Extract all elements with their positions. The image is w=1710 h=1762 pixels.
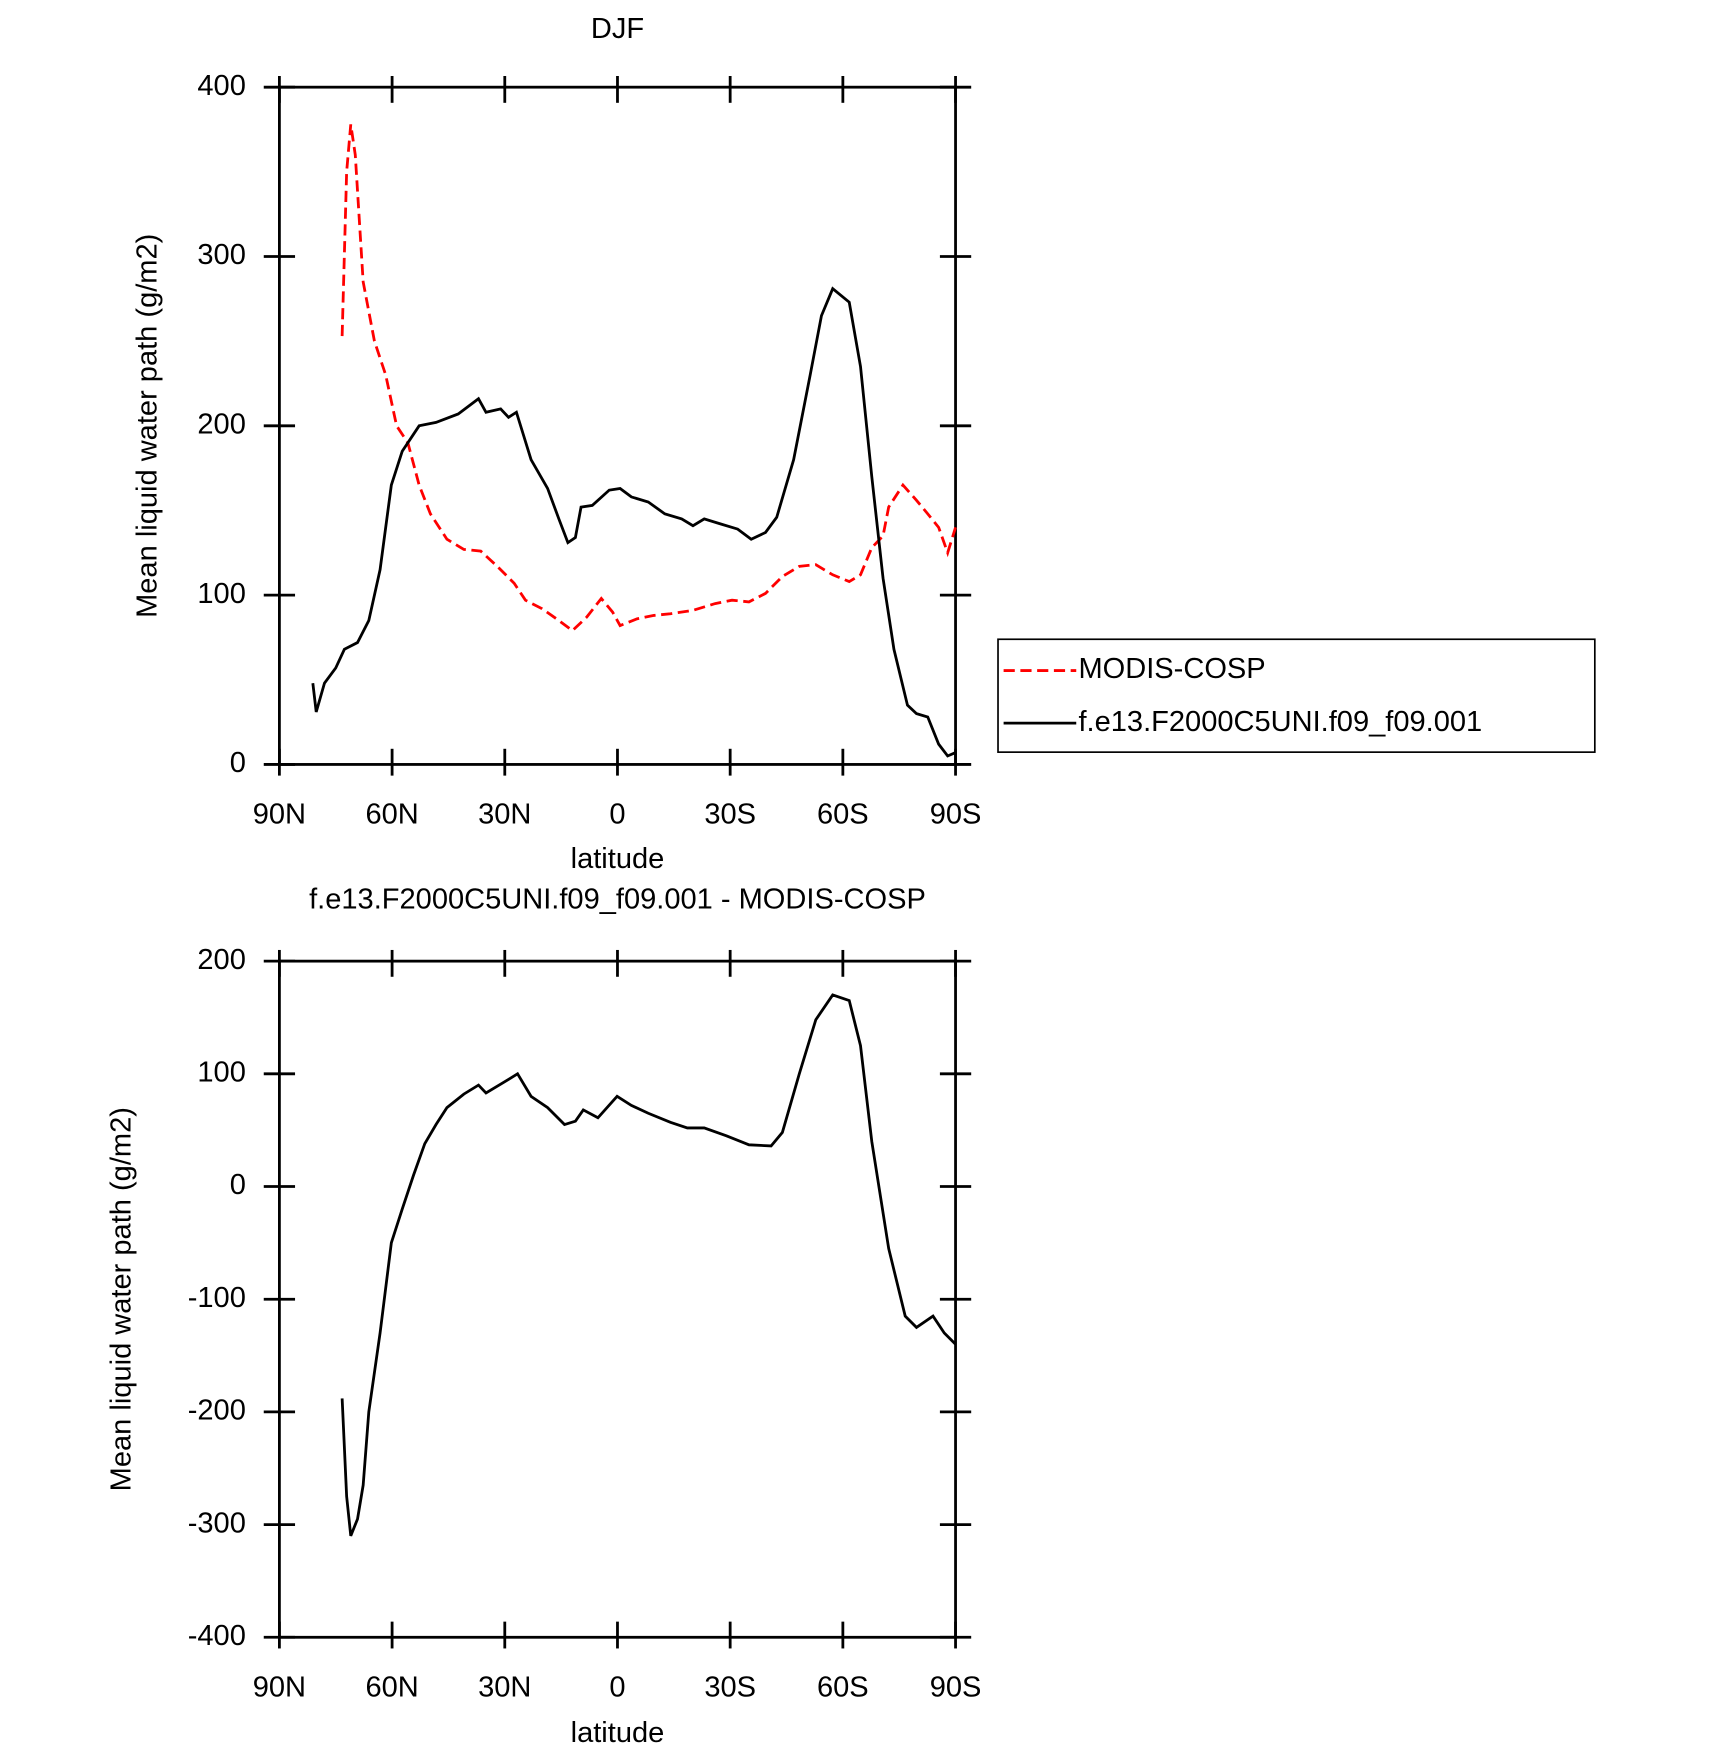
plot-frame (278, 959, 957, 1639)
x-tick-label: 60S (817, 799, 869, 831)
y-tick-label: 200 (197, 408, 245, 440)
y-axis-label: Mean liquid water path (g/m2) (106, 1107, 138, 1491)
y-tick-label: 300 (197, 239, 245, 271)
x-axis-label: latitude (571, 1717, 665, 1749)
x-tick-label: 90S (930, 1671, 982, 1703)
y-tick-label: -100 (188, 1282, 246, 1314)
x-tick-label: 60N (365, 799, 418, 831)
x-tick-label: 60N (365, 1671, 418, 1703)
x-tick-label: 0 (609, 1671, 625, 1703)
x-tick-label: 90N (253, 799, 306, 831)
data-line (340, 993, 957, 1537)
x-axis-label: latitude (571, 843, 665, 875)
y-tick-label: 0 (230, 1169, 246, 1201)
data-line (340, 124, 957, 633)
figure-content: DJF latitude Mean liquid water path (g/m2)… (106, 13, 1596, 1749)
y-tick-label: 400 (197, 70, 245, 102)
legend-box (997, 638, 1596, 753)
x-tick-label: 0 (609, 799, 625, 831)
y-axis-label: Mean liquid water path (g/m2) (131, 234, 163, 618)
chart-title: DJF (591, 13, 644, 45)
y-tick-label: -300 (188, 1507, 246, 1539)
y-tick-label: 0 (230, 747, 246, 779)
y-tick-label: 100 (197, 1056, 245, 1088)
x-tick-label: 60S (817, 1671, 869, 1703)
x-tick-label: 30N (478, 1671, 531, 1703)
x-tick-label: 90N (253, 1671, 306, 1703)
y-tick-label: -200 (188, 1395, 246, 1427)
x-tick-label: 30N (478, 799, 531, 831)
chart-title: f.e13.F2000C5UNI.f09_f09.001 - MODIS-COS… (309, 883, 926, 915)
y-tick-label: 200 (197, 944, 245, 976)
data-line (311, 286, 957, 758)
legend-label: f.e13.F2000C5UNI.f09_f09.001 (1078, 706, 1482, 738)
x-tick-label: 90S (930, 799, 982, 831)
y-tick-label: 100 (197, 578, 245, 610)
x-tick-label: 30S (704, 1671, 756, 1703)
legend-label: MODIS-COSP (1078, 653, 1265, 685)
plot-frame (278, 85, 957, 766)
y-tick-label: -400 (188, 1620, 246, 1652)
x-tick-label: 30S (704, 799, 756, 831)
